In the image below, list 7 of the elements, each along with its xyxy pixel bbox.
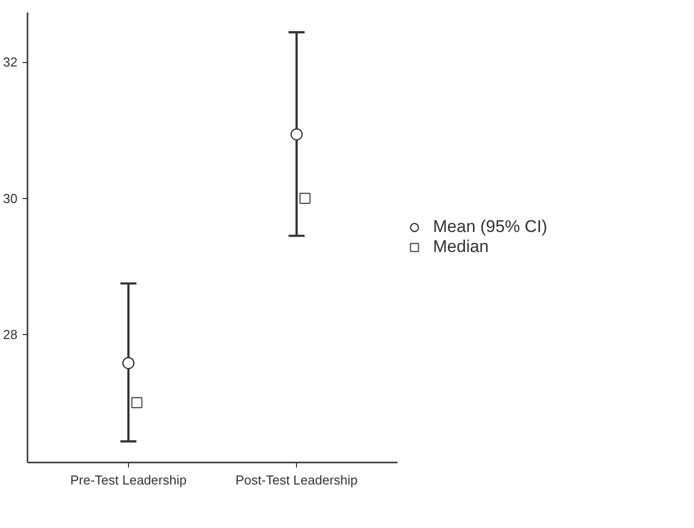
y-tick-label: 32 (3, 54, 18, 70)
legend-label: Mean (95% CI) (433, 217, 548, 237)
y-tick-label: 30 (3, 190, 18, 206)
x-tick-label: Post-Test Leadership (236, 472, 358, 488)
x-tick-label: Pre-Test Leadership (70, 472, 187, 488)
y-tick-label: 28 (3, 327, 18, 342)
legend-label: Median (433, 237, 489, 257)
